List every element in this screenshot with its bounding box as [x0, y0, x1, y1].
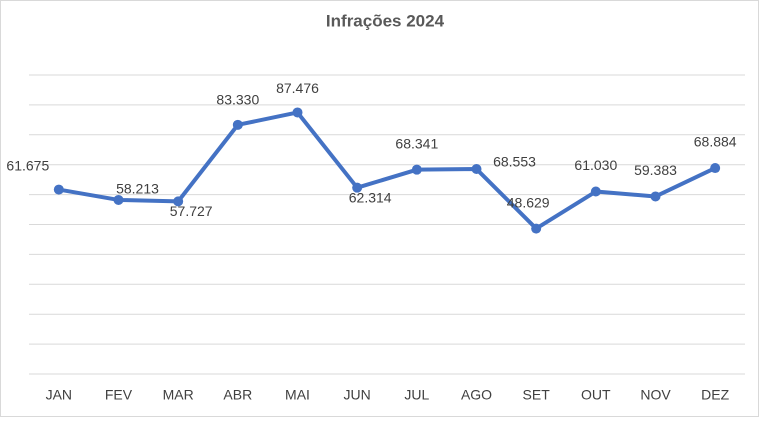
x-tick-label: FEV [105, 387, 133, 403]
x-tick-label: JUL [404, 387, 429, 403]
point [710, 163, 721, 174]
data-label: 83.330 [216, 92, 259, 108]
data-label: 61.675 [6, 157, 49, 173]
point [531, 223, 542, 234]
line [58, 110, 717, 231]
point [292, 107, 303, 118]
point [590, 186, 601, 197]
data-label: 57.727 [170, 203, 213, 219]
data-label: 68.553 [493, 154, 536, 170]
point [53, 184, 64, 195]
x-tick-label: AGO [461, 387, 492, 403]
data-label: 68.341 [395, 135, 438, 151]
x-tick-label: SET [523, 387, 551, 403]
point [411, 164, 422, 175]
x-tick-label: NOV [640, 387, 671, 403]
x-tick-label: JUN [344, 387, 371, 403]
x-tick-label: DEZ [701, 387, 729, 403]
point [113, 194, 124, 205]
point [352, 182, 363, 193]
data-label: 62.314 [349, 189, 392, 205]
data-label: 87.476 [276, 80, 319, 96]
x-tick-label: MAI [285, 387, 310, 403]
point [650, 191, 661, 202]
data-label: 61.030 [574, 157, 617, 173]
point [232, 119, 243, 130]
data-label: 48.629 [507, 194, 550, 210]
chart-title: Infrações 2024 [326, 11, 445, 30]
point [173, 196, 184, 207]
x-tick-label: MAR [163, 387, 194, 403]
point [471, 164, 482, 175]
data-label: 58.213 [116, 181, 159, 197]
x-tick-label: ABR [223, 387, 252, 403]
x-tick-label: OUT [581, 387, 611, 403]
x-tick-label: JAN [46, 387, 72, 403]
data-label: 68.884 [694, 134, 737, 150]
data-label: 59.383 [634, 162, 677, 178]
